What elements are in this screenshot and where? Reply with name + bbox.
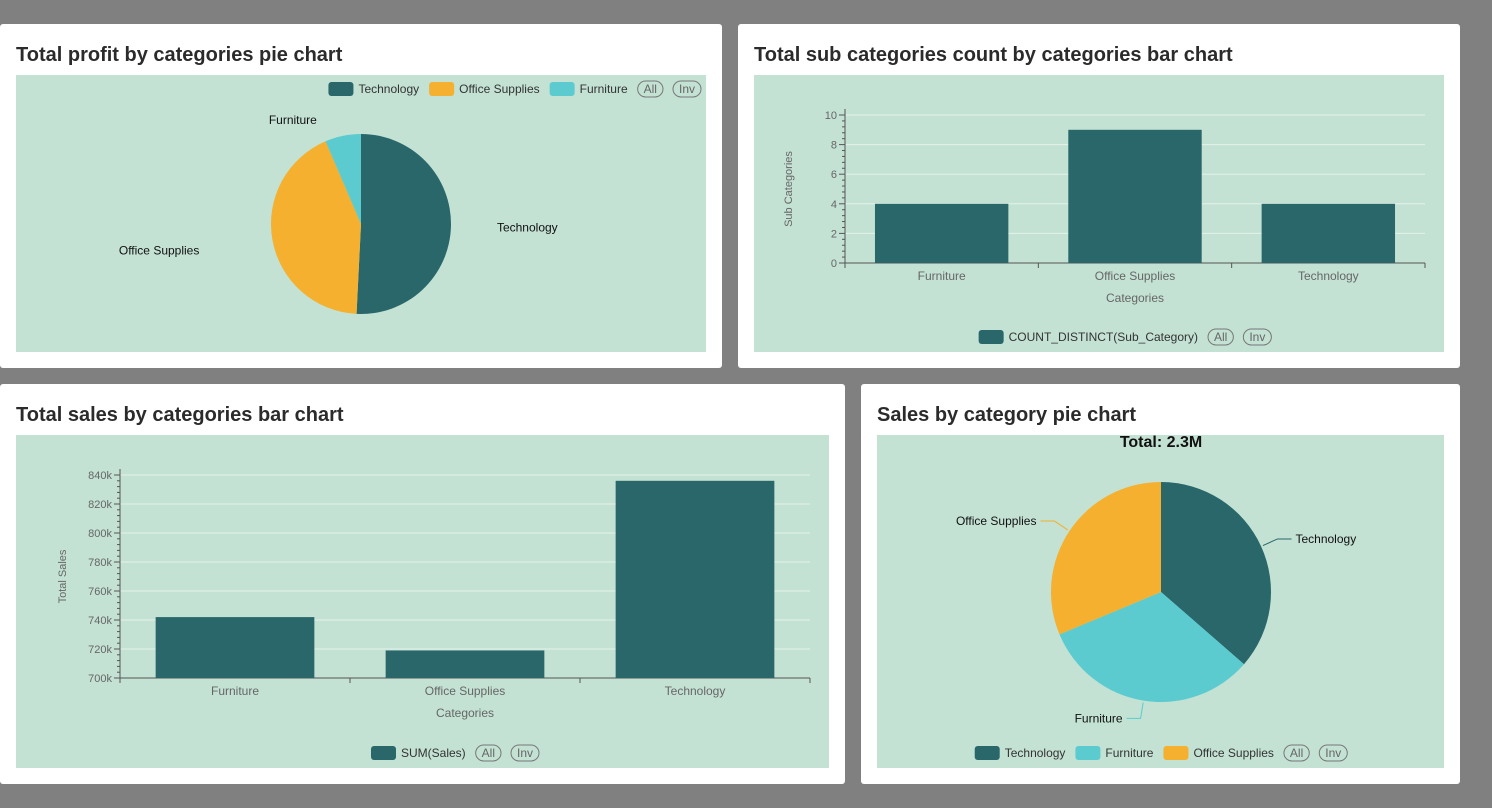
legend-all-button[interactable] bbox=[475, 744, 502, 762]
pie-label-technology: Technology bbox=[497, 221, 558, 235]
y-tick-label: 740k bbox=[88, 615, 112, 627]
subcat-bar-card: Total sub categories count by categories… bbox=[738, 24, 1460, 368]
x-tick-label-furniture: Furniture bbox=[211, 684, 259, 698]
y-tick-label: 10 bbox=[825, 110, 837, 122]
legend-inv-button[interactable] bbox=[510, 744, 540, 762]
sales-bar-title: Total sales by categories bar chart bbox=[16, 404, 344, 426]
pie-label-furniture: Furniture bbox=[1075, 711, 1123, 725]
pie-slice-furniture[interactable] bbox=[325, 134, 361, 224]
y-tick-label: 6 bbox=[831, 169, 837, 181]
legend-inv-button[interactable] bbox=[672, 80, 702, 98]
y-tick-label: 720k bbox=[88, 644, 112, 656]
pie-label-line-furniture bbox=[1126, 702, 1144, 719]
legend-swatch-technology[interactable] bbox=[974, 746, 1000, 760]
y-axis-title: Total Sales bbox=[57, 549, 69, 603]
legend-swatch-furniture[interactable] bbox=[1075, 746, 1101, 760]
sales-pie-svg: Total: 2.3M Technology Furniture Office Sup… bbox=[956, 435, 1356, 762]
legend-all-label: All bbox=[482, 746, 495, 760]
pie-slice-office-supplies[interactable] bbox=[1051, 482, 1161, 635]
x-axis-title: Categories bbox=[1106, 291, 1164, 305]
y-tick-label: 760k bbox=[88, 586, 112, 598]
profit-pie-svg: Technology Office Supplies Furniture All Inv… bbox=[119, 80, 702, 314]
profit-pie-title: Total profit by categories pie chart bbox=[16, 44, 343, 66]
pie-total-label: Total: 2.3M bbox=[1120, 435, 1202, 451]
bar-furniture[interactable] bbox=[874, 203, 1009, 263]
pie-label-office-supplies: Office Supplies bbox=[956, 514, 1037, 528]
sales-bar-svg: 700k 720k 740k 760k 780k 800k 820k 840k Furnitur… bbox=[57, 469, 811, 762]
x-axis-title: Categories bbox=[436, 706, 494, 720]
legend-inv-label: Inv bbox=[679, 82, 695, 96]
legend-inv-button[interactable] bbox=[1242, 328, 1272, 346]
y-tick-label: 840k bbox=[88, 470, 112, 482]
y-tick-label: 0 bbox=[831, 258, 837, 270]
pie-slice-furniture[interactable] bbox=[1059, 592, 1244, 702]
pie-label-technology: Technology bbox=[1295, 532, 1356, 546]
legend-all-label: All bbox=[1214, 330, 1227, 344]
x-tick-label-office-supplies: Office Supplies bbox=[425, 684, 506, 698]
x-tick-label-technology: Technology bbox=[1298, 269, 1359, 283]
pie-label-furniture: Furniture bbox=[269, 113, 317, 127]
legend-inv-label: Inv bbox=[517, 746, 533, 760]
bar-technology[interactable] bbox=[615, 480, 775, 678]
pie-slice-office-supplies[interactable] bbox=[271, 141, 361, 314]
y-tick-label: 820k bbox=[88, 499, 112, 511]
legend-label-technology[interactable]: Technology bbox=[1005, 746, 1066, 760]
legend-inv-label: Inv bbox=[1325, 746, 1341, 760]
legend-swatch-office-supplies[interactable] bbox=[1163, 746, 1189, 760]
bar-furniture[interactable] bbox=[155, 617, 315, 678]
sales-bar-plot: 700k 720k 740k 760k 780k 800k 820k 840k Furnitur… bbox=[16, 435, 829, 768]
y-tick-label: 2 bbox=[831, 228, 837, 240]
legend-label-office-supplies[interactable]: Office Supplies bbox=[459, 82, 540, 96]
legend-all-button[interactable] bbox=[637, 80, 664, 98]
legend-label-furniture[interactable]: Furniture bbox=[580, 82, 628, 96]
sales-pie-card: Sales by category pie chart Total: 2.3M T… bbox=[861, 384, 1460, 784]
legend-swatch-office-supplies[interactable] bbox=[429, 82, 455, 96]
y-tick-label: 780k bbox=[88, 557, 112, 569]
legend-swatch-technology[interactable] bbox=[328, 82, 354, 96]
x-tick-label-furniture: Furniture bbox=[918, 269, 966, 283]
subcat-bar-plot: 0 2 4 6 8 10 Furniture Office Supplies Technolog… bbox=[754, 75, 1444, 352]
legend-label-sum-sales[interactable]: SUM(Sales) bbox=[401, 746, 466, 760]
legend-all-button[interactable] bbox=[1283, 744, 1310, 762]
legend-label-count-distinct-sub-category[interactable]: COUNT_DISTINCT(Sub_Category) bbox=[1009, 330, 1198, 344]
legend-all-label: All bbox=[644, 82, 657, 96]
profit-pie-plot: Technology Office Supplies Furniture All Inv… bbox=[16, 75, 706, 352]
pie-label-office-supplies: Office Supplies bbox=[119, 244, 200, 258]
legend-swatch-furniture[interactable] bbox=[549, 82, 575, 96]
sales-pie-plot: Total: 2.3M Technology Furniture Office Sup… bbox=[877, 435, 1444, 768]
legend-label-technology[interactable]: Technology bbox=[358, 82, 419, 96]
sales-bar-card: Total sales by categories bar chart 700k… bbox=[0, 384, 845, 784]
legend-all-button[interactable] bbox=[1207, 328, 1234, 346]
y-axis-title: Sub Categories bbox=[783, 151, 795, 227]
pie-label-line-technology bbox=[1262, 538, 1292, 547]
subcat-bar-svg: 0 2 4 6 8 10 Furniture Office Supplies Technolog… bbox=[783, 109, 1426, 346]
pie-slice-technology[interactable] bbox=[356, 134, 451, 314]
y-tick-label: 800k bbox=[88, 528, 112, 540]
legend-all-label: All bbox=[1290, 746, 1303, 760]
bar-office-supplies[interactable] bbox=[1068, 129, 1202, 263]
bar-office-supplies[interactable] bbox=[385, 650, 545, 678]
profit-pie-card: Total profit by categories pie chart Tec… bbox=[0, 24, 722, 368]
pie-slice-technology[interactable] bbox=[1161, 482, 1271, 665]
y-tick-label: 700k bbox=[88, 673, 112, 685]
legend-inv-button[interactable] bbox=[1318, 744, 1348, 762]
y-tick-label: 8 bbox=[831, 140, 837, 152]
sales-pie-title: Sales by category pie chart bbox=[877, 404, 1137, 426]
legend-label-furniture[interactable]: Furniture bbox=[1105, 746, 1153, 760]
subcat-bar-title: Total sub categories count by categories… bbox=[754, 44, 1233, 66]
y-tick-label: 4 bbox=[831, 199, 837, 211]
legend-swatch-count-distinct-sub-category[interactable] bbox=[978, 330, 1004, 344]
legend-swatch-sum-sales[interactable] bbox=[370, 746, 396, 760]
bar-technology[interactable] bbox=[1261, 203, 1396, 263]
legend-inv-label: Inv bbox=[1249, 330, 1265, 344]
pie-label-line-office-supplies bbox=[1040, 520, 1069, 531]
legend-label-office-supplies[interactable]: Office Supplies bbox=[1193, 746, 1274, 760]
x-tick-label-technology: Technology bbox=[665, 684, 726, 698]
x-tick-label-office-supplies: Office Supplies bbox=[1095, 269, 1176, 283]
